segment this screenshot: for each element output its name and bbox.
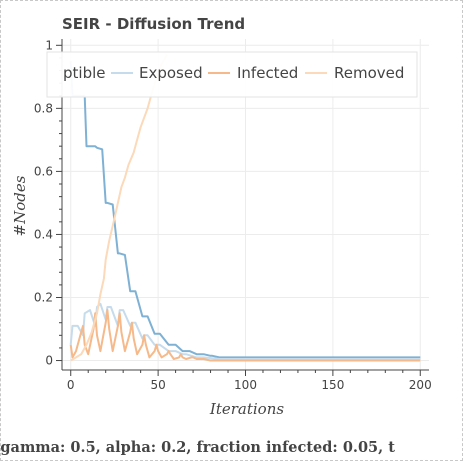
- legend-label: Infected: [237, 64, 298, 82]
- x-tick-label: 200: [409, 378, 432, 392]
- legend: ptible Exposed Infected Removed: [46, 51, 418, 98]
- y-tick-label: 0.8: [34, 101, 53, 115]
- legend-label: Removed: [334, 64, 404, 82]
- x-tick-label: 50: [150, 378, 165, 392]
- y-tick-label: 0.6: [34, 164, 53, 178]
- y-tick-label: 1: [45, 38, 53, 52]
- parameters-caption: 1.75, gamma: 0.5, alpha: 0.2, fraction i…: [1, 439, 462, 460]
- parameters-text: 1.75, gamma: 0.5, alpha: 0.2, fraction i…: [1, 439, 395, 456]
- legend-label: Exposed: [139, 64, 203, 82]
- series-line-susceptible: [69, 61, 421, 359]
- y-tick-label: 0.4: [34, 227, 53, 241]
- legend-box: [46, 51, 418, 98]
- chart-title: SEIR - Diffusion Trend: [62, 15, 245, 33]
- x-tick-label: 100: [234, 378, 257, 392]
- x-axis-label: Iterations: [209, 400, 284, 418]
- y-tick-label: 0: [45, 354, 53, 368]
- plot-area: 0 50 100 150 200 0 0.2 0.4 0.6 0.8 1: [34, 38, 432, 392]
- y-axis-label: #Nodes: [11, 175, 29, 236]
- x-tick-label: 0: [67, 378, 75, 392]
- x-tick-label: 150: [321, 378, 344, 392]
- y-tick-label: 0.2: [34, 290, 53, 304]
- legend-label: ptible: [63, 64, 106, 82]
